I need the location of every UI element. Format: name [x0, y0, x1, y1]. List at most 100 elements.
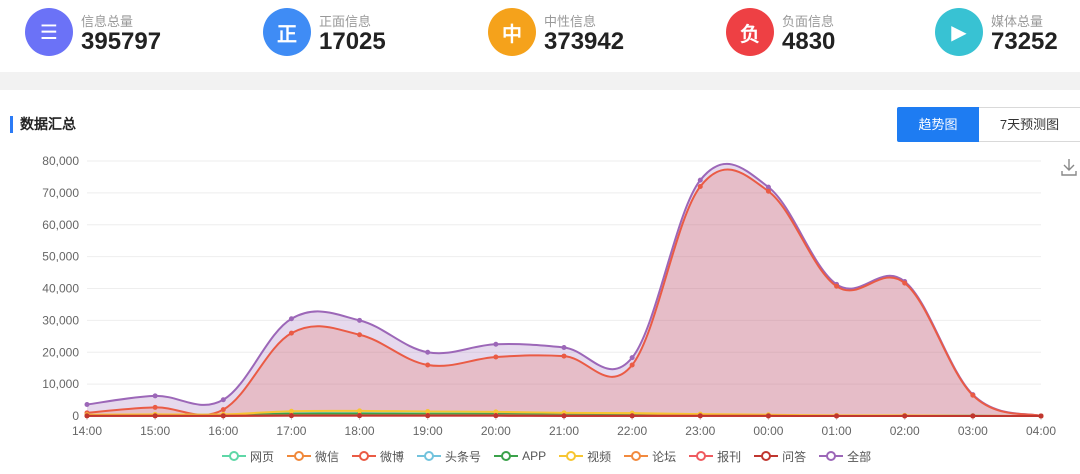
neutral-icon: 中 [488, 8, 536, 56]
data-point [152, 404, 158, 410]
y-tick-label: 40,000 [42, 282, 79, 296]
y-tick-label: 60,000 [42, 218, 79, 232]
data-point [357, 413, 363, 419]
series-问答 [84, 413, 1044, 419]
stat-value: 373942 [544, 28, 625, 55]
data-point [902, 413, 908, 419]
legend-item[interactable]: 全部 [819, 448, 871, 465]
data-point [152, 413, 158, 419]
x-tick-label: 21:00 [549, 424, 579, 438]
series-微博 [84, 168, 1044, 419]
data-point [561, 413, 567, 419]
x-tick-label: 16:00 [208, 424, 238, 438]
legend-marker-icon [689, 451, 714, 461]
legend-label: 论坛 [652, 449, 677, 464]
stat-label: 媒体总量 [991, 14, 1044, 29]
stat-label: 正面信息 [319, 14, 372, 29]
data-point [357, 408, 363, 414]
x-tick-label: 02:00 [890, 424, 920, 438]
y-tick-label: 20,000 [42, 345, 79, 359]
data-point [629, 355, 635, 361]
legend-marker-icon [624, 451, 649, 461]
data-point [629, 362, 635, 368]
legend-marker-icon [559, 451, 584, 461]
section-divider [0, 72, 1080, 90]
trend-chart: 0 10,000 20,000 30,000 40,000 50,000 60,000 70,… [42, 154, 1056, 438]
y-tick-label: 80,000 [42, 154, 79, 168]
data-point [425, 413, 431, 419]
stats-bar: ☰ 信息总量 395797 正正面信息 17025 中中性信息 373942 负负面信息 483… [0, 0, 1080, 72]
x-tick-label: 00:00 [753, 424, 783, 438]
data-point [288, 408, 294, 414]
legend-item[interactable]: 问答 [754, 448, 806, 465]
data-point [1038, 413, 1044, 419]
data-point [220, 413, 226, 419]
stat-label: 中性信息 [544, 14, 597, 29]
legend-marker-icon [222, 451, 246, 461]
legend-label: APP [522, 449, 547, 463]
data-point [288, 330, 294, 336]
legend-label: 报刊 [717, 449, 742, 464]
x-tick-label: 15:00 [140, 424, 170, 438]
tab-trend[interactable]: 趋势图 [897, 107, 979, 142]
data-point [834, 413, 840, 419]
tab-forecast[interactable]: 7天预测图 [979, 107, 1080, 142]
legend-label: 视频 [587, 449, 612, 464]
chart-legend: 网页 微信 微博 头条号 APP 视频 论坛 报刊 问答 全部 [222, 448, 884, 464]
legend-item[interactable]: 网页 [222, 448, 274, 465]
y-tick-label: 50,000 [42, 250, 79, 264]
data-point [970, 413, 976, 419]
data-point [765, 413, 771, 419]
legend-item[interactable]: 微信 [287, 448, 339, 465]
legend-label: 全部 [847, 449, 872, 464]
data-point [765, 188, 771, 194]
legend-marker-icon [287, 451, 312, 461]
download-icon[interactable] [1058, 156, 1080, 178]
x-tick-label: 20:00 [481, 424, 511, 438]
series-line [86, 162, 1042, 417]
stat-value: 17025 [319, 28, 386, 55]
legend-item[interactable]: 论坛 [624, 448, 676, 465]
section-title: 数据汇总 [10, 116, 76, 133]
data-point [629, 413, 635, 419]
legend-label: 网页 [250, 449, 275, 464]
data-point [697, 413, 703, 419]
data-point [220, 407, 226, 413]
x-tick-label: 14:00 [72, 424, 102, 438]
legend-marker-icon [754, 451, 779, 461]
y-tick-label: 70,000 [42, 186, 79, 200]
legend-marker-icon [819, 451, 844, 461]
data-point [357, 332, 363, 338]
data-point [357, 317, 363, 323]
document-icon: ☰ [25, 8, 73, 56]
x-tick-label: 18:00 [345, 424, 375, 438]
legend-item[interactable]: APP [494, 449, 546, 463]
legend-item[interactable]: 报刊 [689, 448, 741, 465]
data-point [493, 341, 499, 347]
x-tick-label: 04:00 [1026, 424, 1056, 438]
legend-marker-icon [494, 451, 519, 461]
data-point [425, 349, 431, 355]
legend-item[interactable]: 头条号 [417, 448, 481, 465]
series-area [87, 169, 1041, 416]
data-point [493, 354, 499, 360]
data-point [288, 316, 294, 322]
data-point [697, 177, 703, 183]
positive-icon: 正 [263, 8, 311, 56]
data-point [697, 184, 703, 189]
x-tick-label: 23:00 [685, 424, 715, 438]
legend-label: 头条号 [445, 449, 482, 464]
y-tick-label: 30,000 [42, 313, 79, 327]
stat-value: 395797 [81, 28, 162, 55]
stat-value: 73252 [991, 28, 1058, 55]
legend-label: 问答 [782, 449, 807, 464]
x-tick-label: 03:00 [958, 424, 988, 438]
legend-item[interactable]: 微博 [352, 448, 404, 465]
data-point [765, 184, 771, 190]
negative-icon: 负 [726, 8, 774, 56]
legend-item[interactable]: 视频 [559, 448, 611, 465]
data-point [902, 280, 908, 286]
x-tick-label: 01:00 [822, 424, 852, 438]
data-point [834, 283, 840, 289]
media-icon: ▶ [935, 8, 983, 56]
